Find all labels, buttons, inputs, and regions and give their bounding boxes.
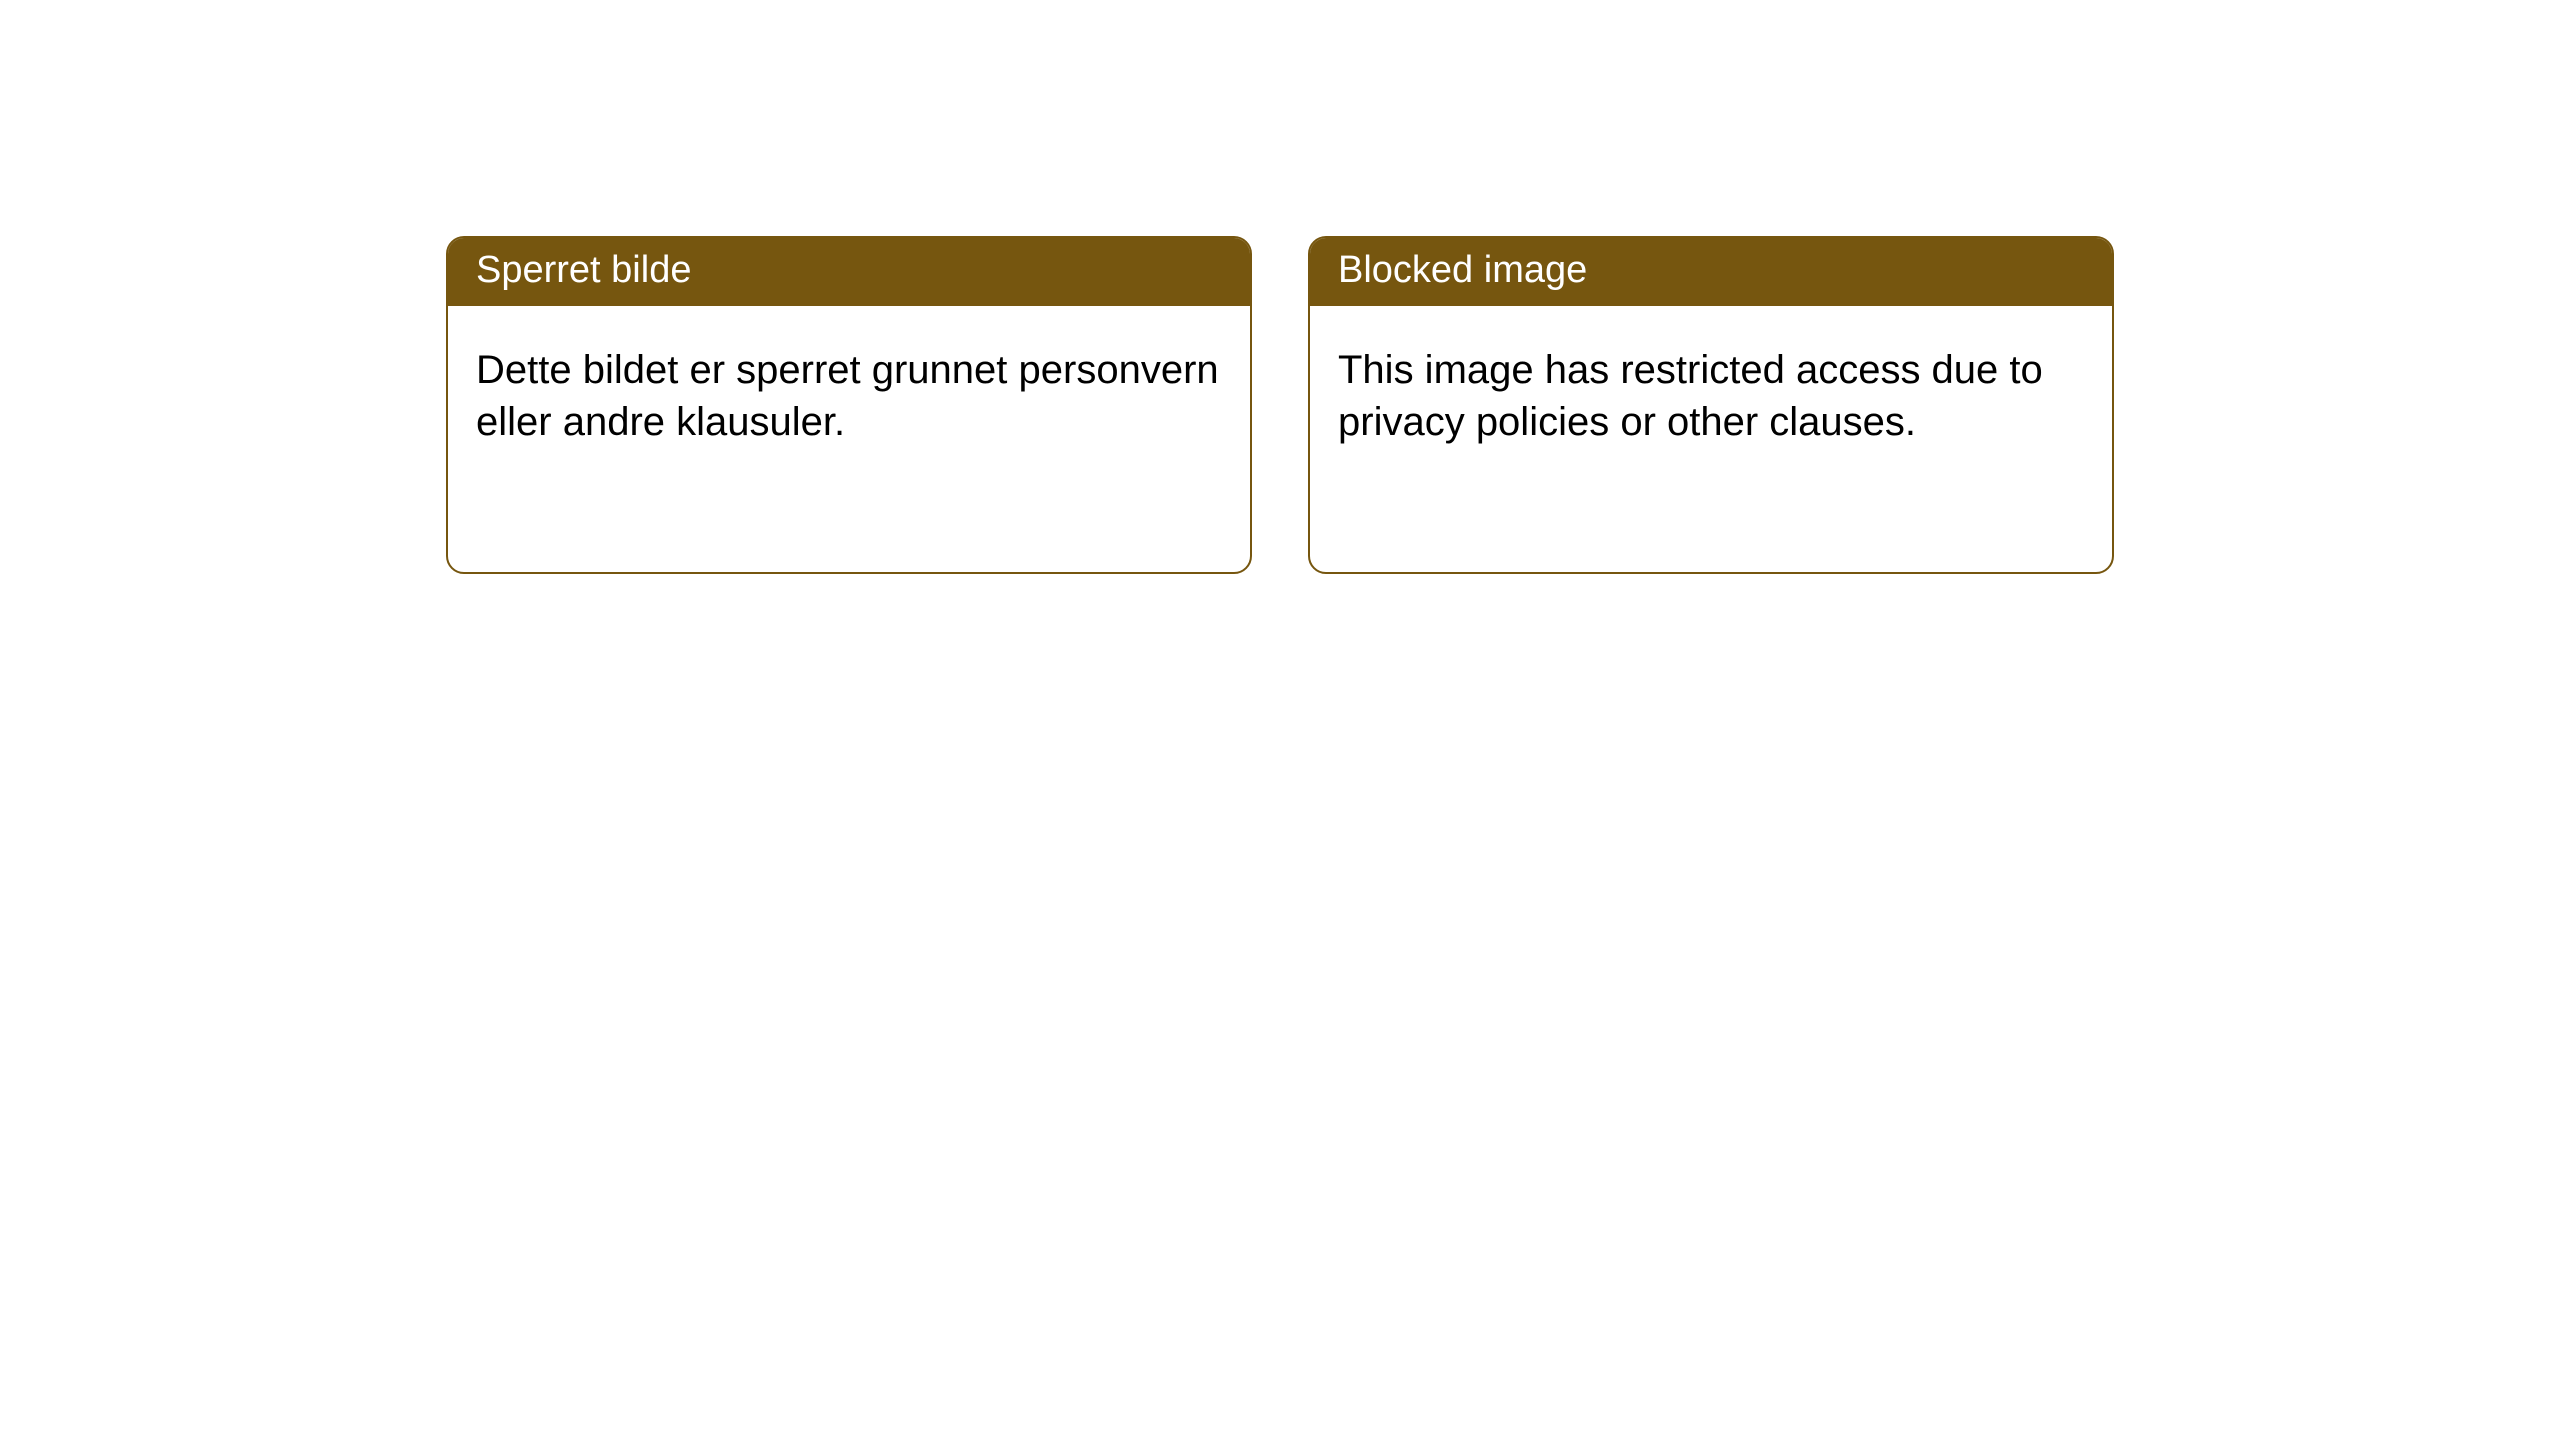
notice-container: Sperret bilde Dette bildet er sperret gr… — [0, 0, 2560, 574]
notice-message-english: This image has restricted access due to … — [1310, 306, 2112, 488]
notice-card-norwegian: Sperret bilde Dette bildet er sperret gr… — [446, 236, 1252, 574]
notice-title-norwegian: Sperret bilde — [448, 238, 1250, 306]
notice-message-norwegian: Dette bildet er sperret grunnet personve… — [448, 306, 1250, 488]
notice-title-english: Blocked image — [1310, 238, 2112, 306]
notice-card-english: Blocked image This image has restricted … — [1308, 236, 2114, 574]
